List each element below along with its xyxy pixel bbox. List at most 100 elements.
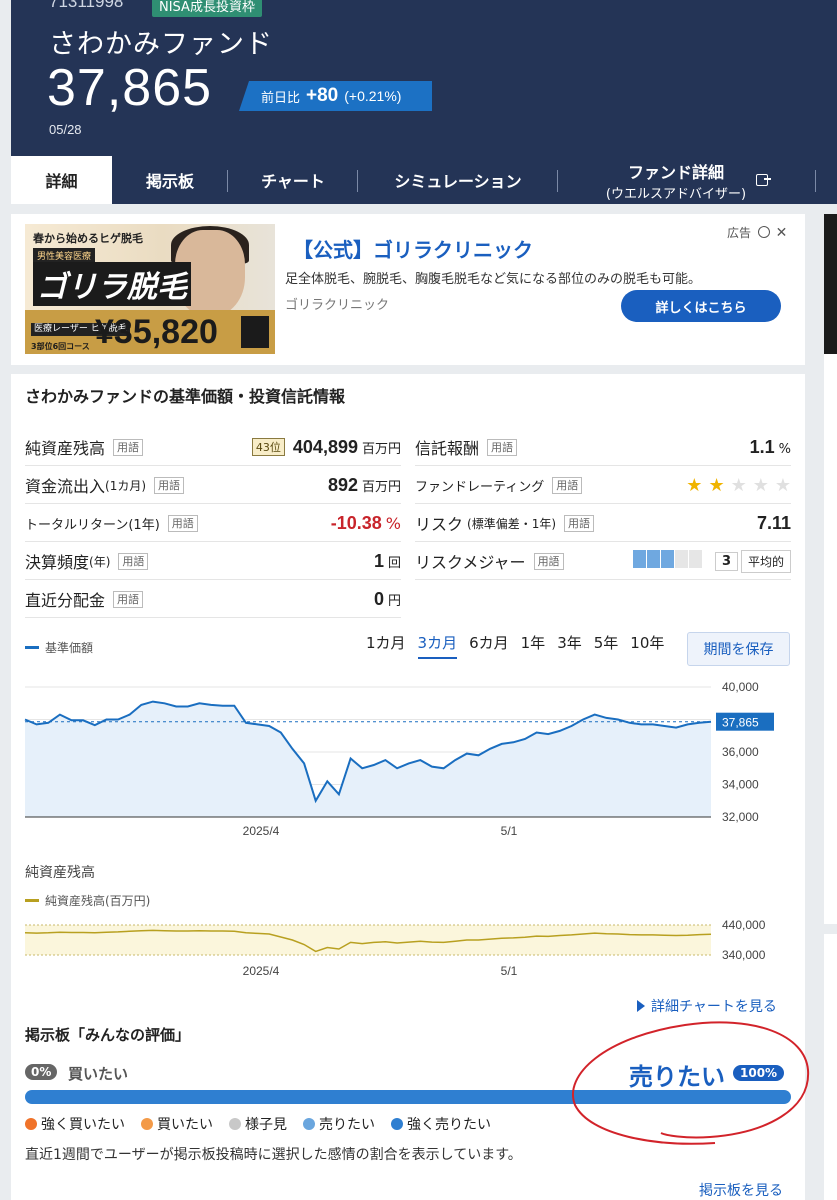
term-link[interactable]: 用語 xyxy=(533,552,564,570)
fund-flow-label: 資金流出入 xyxy=(25,477,106,496)
board-link[interactable]: 掲示板を見る xyxy=(699,1183,783,1199)
save-period-button[interactable]: 期間を保存 xyxy=(687,632,790,666)
close-icon[interactable]: ✕ xyxy=(775,225,788,241)
term-link[interactable]: 用語 xyxy=(487,438,518,456)
fund-info-panel: さわかみファンドの基準価額・投資信託情報 純資産残高 用語 43位 404,89… xyxy=(11,374,805,1200)
risk-measure-bar xyxy=(674,550,688,568)
star-icon: ★ xyxy=(708,474,725,496)
play-arrow-icon xyxy=(637,1000,645,1012)
trust-fee-value: 1.1 xyxy=(749,436,775,457)
trust-fee-label: 信託報酬 xyxy=(415,439,480,458)
ad-cta-button[interactable]: 詳しくはこちら xyxy=(621,290,781,322)
star-icon: ★ xyxy=(752,474,769,496)
row-net-assets: 純資産残高 用語 43位 404,899 百万円 xyxy=(25,429,401,466)
nav-chart: 40,00038,00036,00034,00032,00037,8652025… xyxy=(24,680,774,838)
row-dividend: 直近分配金 用語 0 円 xyxy=(25,581,401,618)
period-option[interactable]: 5年 xyxy=(593,634,619,652)
fund-code: 71311998 xyxy=(49,0,124,11)
term-link[interactable]: 用語 xyxy=(118,552,149,570)
net-assets-label: 純資産残高 xyxy=(25,439,106,458)
tab-simulation[interactable]: シミュレーション xyxy=(358,156,558,204)
row-trust-fee: 信託報酬 用語 1.1 % xyxy=(415,429,791,466)
period-option[interactable]: 3年 xyxy=(557,634,582,652)
row-frequency: 決算頻度 (年) 用語 1 回 xyxy=(25,543,401,580)
total-return-value: -10.38 xyxy=(330,512,382,533)
x-tick-label: 2025/4 xyxy=(243,964,280,978)
total-return-value-group: -10.38 % xyxy=(331,513,401,534)
nav-legend-label: 基準価額 xyxy=(45,641,94,655)
sell-percent-badge: 100% xyxy=(733,1065,785,1081)
star-icon: ★ xyxy=(730,474,747,496)
ad-source: ゴリラクリニック xyxy=(285,298,390,313)
term-link[interactable]: 用語 xyxy=(564,514,595,532)
total-return-unit: % xyxy=(385,513,401,533)
last-value-label: 37,865 xyxy=(722,716,759,730)
tab-bar: 詳細 掲示板 チャート シミュレーション ファンド詳細 (ウエルスアドバイザー) xyxy=(11,156,837,204)
row-rating: ファンドレーティング 用語 ★ ★ ★ ★ ★ xyxy=(415,467,791,504)
sentiment-dot xyxy=(25,1118,37,1130)
ad-banner[interactable]: 春から始めるヒゲ脱毛 男性美容医療 ゴリラ脱毛 医療レーザー ヒゲ脱毛 3部位6… xyxy=(11,214,805,365)
buy-label: 買いたい xyxy=(68,1065,129,1083)
tab-detail[interactable]: 詳細 xyxy=(11,156,112,204)
fund-flow-value: 892 xyxy=(327,474,358,495)
ad-image-course: 医療レーザー ヒゲ脱毛 xyxy=(31,323,130,336)
assets-legend-swatch xyxy=(25,899,39,902)
term-link[interactable]: 用語 xyxy=(552,476,583,494)
tab-detail-label: 詳細 xyxy=(45,172,78,191)
net-assets-value: 404,899 xyxy=(292,436,358,457)
risk-measure-value-group: 3 平均的 xyxy=(632,549,791,573)
risk-measure-bar xyxy=(646,550,660,568)
side-ad[interactable] xyxy=(824,214,837,354)
row-fund-flow: 資金流出入 (1カ月) 用語 892 百万円 xyxy=(25,467,401,504)
ad-description: 足全体脱毛、腕脱毛、胸腹毛脱毛など気になる部位のみの脱毛も可能。 xyxy=(285,272,702,287)
sentiment-legend-label: 売りたい xyxy=(319,1117,375,1133)
tab-chart[interactable]: チャート xyxy=(228,156,358,204)
tab-board-label: 掲示板 xyxy=(145,172,194,191)
assets-chart-title: 純資産残高 xyxy=(25,865,95,881)
term-link[interactable]: 用語 xyxy=(154,476,185,494)
info-icon[interactable] xyxy=(757,226,770,238)
assets-legend-label: 純資産残高(百万円) xyxy=(45,894,151,908)
section-title: さわかみファンドの基準価額・投資信託情報 xyxy=(25,387,346,406)
term-link[interactable]: 用語 xyxy=(113,590,144,608)
nav-line xyxy=(24,700,712,804)
side-panel xyxy=(824,354,837,924)
tab-fund-detail-sub: (ウエルスアドバイザー) xyxy=(605,186,747,202)
last-value-badge xyxy=(716,712,774,731)
frequency-unit: 回 xyxy=(387,555,401,571)
sentiment-legend-item: 買いたい xyxy=(141,1114,213,1134)
period-option[interactable]: 10年 xyxy=(630,634,665,652)
dividend-unit: 円 xyxy=(387,593,401,609)
row-risk: リスク (標準偏差・1年) 用語 7.11 xyxy=(415,505,791,542)
nav-area xyxy=(25,701,711,817)
dividend-value-group: 0 円 xyxy=(374,589,401,610)
ad-image-tag: 男性美容医療 xyxy=(33,248,96,263)
ad-image-brand: ゴリラ脱毛 xyxy=(33,262,191,306)
row-total-return: トータルリターン(1年) 用語 -10.38 % xyxy=(25,505,401,542)
x-tick-label: 5/1 xyxy=(501,964,518,978)
change-label: 前日比 xyxy=(261,89,301,105)
term-link[interactable]: 用語 xyxy=(113,438,144,456)
rating-stars: ★ ★ ★ ★ ★ xyxy=(684,475,791,496)
star-icon: ★ xyxy=(774,474,791,496)
assets-line xyxy=(24,929,712,953)
tab-fund-detail[interactable]: ファンド詳細 (ウエルスアドバイザー) xyxy=(558,156,816,204)
risk-label: リスク xyxy=(415,515,464,534)
ad-label: 広告 ✕ xyxy=(727,224,787,241)
y-tick-label: 32,000 xyxy=(722,810,759,824)
period-option[interactable]: 1カ月 xyxy=(366,634,406,652)
ad-image[interactable]: 春から始めるヒゲ脱毛 男性美容医療 ゴリラ脱毛 医療レーザー ヒゲ脱毛 3部位6… xyxy=(25,224,275,354)
tab-fund-detail-label: ファンド詳細 xyxy=(627,162,724,182)
y-tick-label: 36,000 xyxy=(722,745,759,759)
tab-board[interactable]: 掲示板 xyxy=(112,156,228,204)
period-option[interactable]: 3カ月 xyxy=(417,632,458,659)
y-tick-label: 340,000 xyxy=(722,948,766,962)
side-panel-lower xyxy=(824,934,837,1200)
period-option[interactable]: 1年 xyxy=(520,634,546,652)
ad-title[interactable]: 【公式】ゴリラクリニック xyxy=(293,238,533,262)
risk-measure-value: 3 xyxy=(714,551,738,571)
period-option[interactable]: 6カ月 xyxy=(469,634,509,652)
risk-measure-bar xyxy=(660,550,674,568)
term-link[interactable]: 用語 xyxy=(167,514,198,532)
detail-chart-link[interactable]: 詳細チャートを見る xyxy=(637,996,777,1016)
